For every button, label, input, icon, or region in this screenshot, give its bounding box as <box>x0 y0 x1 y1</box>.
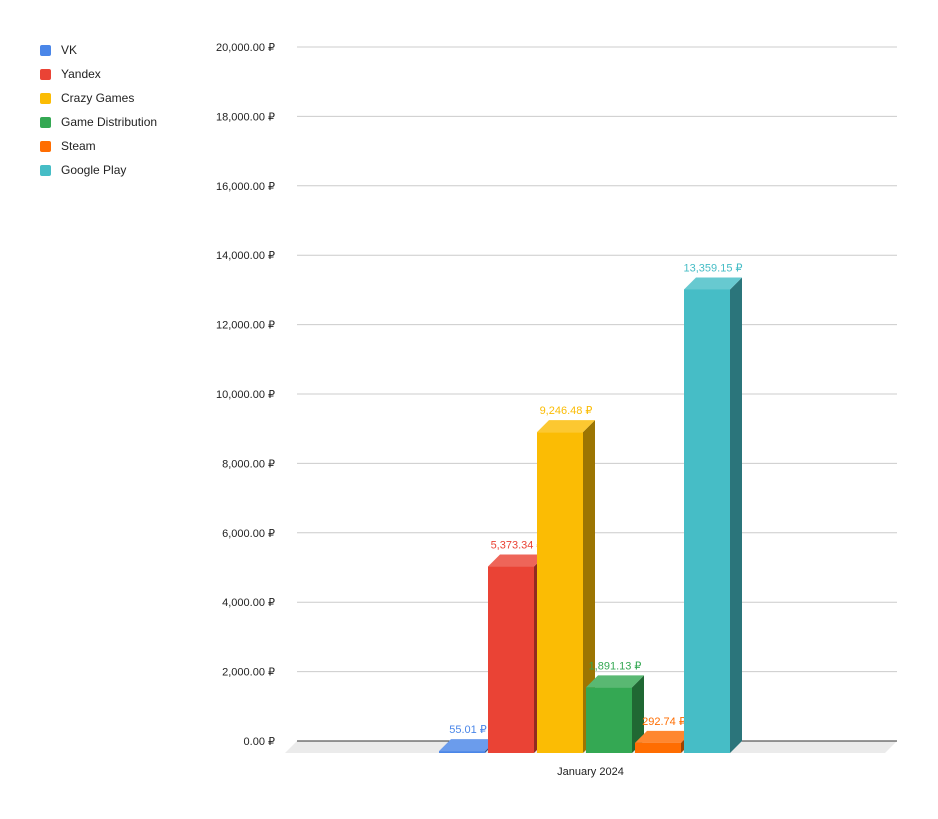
bar-game-distribution <box>586 675 644 753</box>
legend-item-game-distribution: Game Distribution <box>40 110 157 134</box>
legend-item-crazy-games: Crazy Games <box>40 86 157 110</box>
legend-swatch <box>40 92 51 104</box>
x-category-label: January 2024 <box>557 766 624 778</box>
data-label-google-play: 13,359.15 ₽ <box>684 262 743 274</box>
legend-item-yandex: Yandex <box>40 62 157 86</box>
legend-label: Game Distribution <box>61 115 158 129</box>
bar-front <box>635 742 681 753</box>
legend-swatch <box>40 68 51 80</box>
bar-top <box>586 675 644 688</box>
legend-swatch <box>40 116 51 128</box>
legend-item-google-play: Google Play <box>40 158 157 182</box>
y-tick-label: 2,000.00 ₽ <box>222 667 275 679</box>
legend-label: Crazy Games <box>61 91 135 105</box>
bar-front <box>684 289 730 753</box>
bar-side <box>730 277 742 753</box>
y-tick-label: 0.00 ₽ <box>244 736 275 748</box>
y-tick-label: 20,000.00 ₽ <box>216 42 275 54</box>
legend-label: VK <box>61 43 78 57</box>
y-tick-label: 10,000.00 ₽ <box>216 389 275 401</box>
bar-front <box>488 566 534 753</box>
y-tick-label: 6,000.00 ₽ <box>222 528 275 540</box>
bar-front <box>537 432 583 753</box>
data-label-crazy-games: 9,246.48 ₽ <box>540 405 593 417</box>
bar-side <box>632 675 644 753</box>
bar-side <box>583 420 595 753</box>
legend-swatch <box>40 164 51 176</box>
legend-label: Yandex <box>61 67 101 81</box>
y-tick-label: 14,000.00 ₽ <box>216 250 275 262</box>
y-tick-label: 18,000.00 ₽ <box>216 111 275 123</box>
legend-swatch <box>40 140 51 152</box>
legend-label: Steam <box>61 139 96 153</box>
data-label-steam: 292.74 ₽ <box>642 716 686 728</box>
y-tick-label: 8,000.00 ₽ <box>222 458 275 470</box>
bar-top <box>488 554 546 567</box>
bar-crazy-games <box>537 420 595 753</box>
bar-front <box>439 751 485 753</box>
legend-swatch <box>40 44 51 56</box>
bar-top <box>635 730 693 743</box>
legend-item-vk: VK <box>40 38 157 62</box>
data-label-game-distribution: 1,891.13 ₽ <box>589 660 642 672</box>
y-tick-label: 4,000.00 ₽ <box>222 597 275 609</box>
data-label-yandex: 5,373.34 ₽ <box>491 540 544 552</box>
bar-top <box>439 739 497 752</box>
legend: VK Yandex Crazy Games Game Distribution Stea… <box>40 38 157 182</box>
bar-front <box>586 687 632 753</box>
y-tick-label: 12,000.00 ₽ <box>216 320 275 332</box>
data-label-vk: 55.01 ₽ <box>449 724 487 736</box>
legend-item-steam: Steam <box>40 134 157 158</box>
y-tick-label: 16,000.00 ₽ <box>216 181 275 193</box>
legend-label: Google Play <box>61 163 127 177</box>
bar-top <box>684 277 742 290</box>
bar-google-play <box>684 277 742 753</box>
bar-top <box>537 420 595 433</box>
